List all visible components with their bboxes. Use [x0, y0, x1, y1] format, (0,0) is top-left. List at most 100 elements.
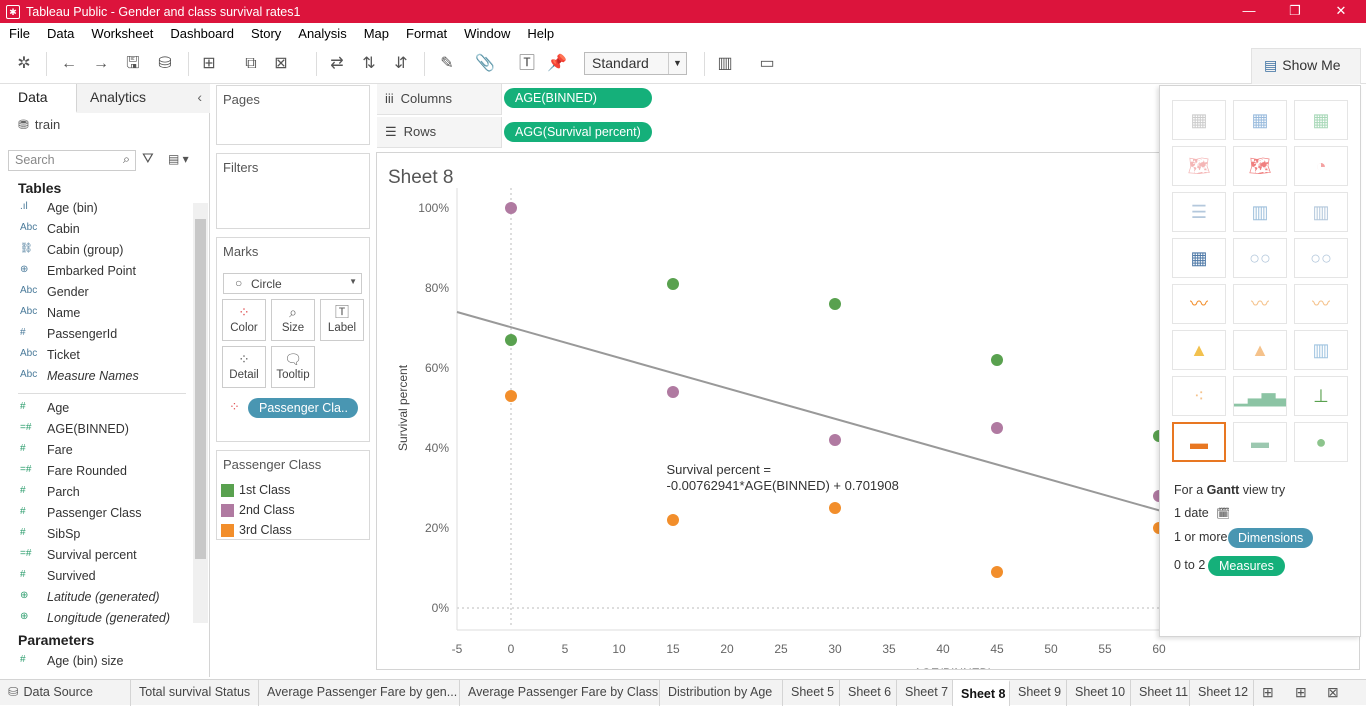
field-survival-percent[interactable]: =# Survival percent	[0, 548, 192, 569]
size-button[interactable]: ⌕ Size	[271, 299, 315, 341]
tab-average-fare-by-gender[interactable]: Average Passenger Fare by gen...	[259, 680, 460, 706]
show-me-button[interactable]: ▤ Show Me	[1251, 48, 1361, 85]
tab-sheet-12[interactable]: Sheet 12	[1190, 680, 1254, 706]
menu-map[interactable]: Map	[363, 26, 389, 41]
field-name[interactable]: Abc Name	[0, 306, 192, 327]
field-passenger-class[interactable]: # Passenger Class	[0, 506, 192, 527]
fit-select[interactable]: Standard ▼	[584, 52, 687, 75]
sort-descending-icon[interactable]: ⇵	[394, 55, 408, 72]
pages-card[interactable]: Pages	[216, 85, 370, 145]
field-age-binned[interactable]: =# AGE(BINNED)	[0, 422, 192, 443]
swap-icon[interactable]: ⇄	[330, 55, 344, 72]
field-gender[interactable]: Abc Gender	[0, 285, 192, 306]
field-fare[interactable]: # Fare	[0, 443, 192, 464]
show-me-box-and-whisker[interactable]: ⊥	[1294, 376, 1348, 416]
field-cabin-group[interactable]: ⛓ Cabin (group)	[0, 243, 192, 264]
show-me-symbol-map[interactable]: 🗺	[1172, 146, 1226, 186]
show-me-histogram[interactable]: ▁▃▅▃▁	[1233, 376, 1287, 416]
minimize-button[interactable]: —	[1242, 3, 1256, 18]
new-dashboard-tab-icon[interactable]: ⊞	[1295, 684, 1307, 700]
field-age[interactable]: # Age	[0, 401, 192, 422]
restore-button[interactable]: ❐	[1289, 3, 1301, 18]
collapse-icon[interactable]: ‹	[197, 89, 202, 105]
field-list-scrollbar[interactable]	[193, 203, 208, 623]
menu-dashboard[interactable]: Dashboard	[170, 26, 234, 41]
filter-icon[interactable]: ⛛	[142, 150, 154, 166]
show-me-bullet-graph[interactable]: ▬	[1233, 422, 1287, 462]
sort-ascending-icon[interactable]: ⇅	[362, 55, 376, 72]
show-me-dual-combination[interactable]: ▥	[1294, 330, 1348, 370]
field-age-bin[interactable]: .ıl Age (bin)	[0, 201, 192, 222]
show-me-area-discrete[interactable]: ▲	[1233, 330, 1287, 370]
clear-sheet-icon[interactable]: ⊠	[274, 55, 288, 72]
menu-worksheet[interactable]: Worksheet	[91, 26, 154, 41]
field-measure-names[interactable]: Abc Measure Names	[0, 369, 192, 390]
show-me-area-continuous[interactable]: ▲	[1172, 330, 1226, 370]
tab-distribution-by-age[interactable]: Distribution by Age	[660, 680, 783, 706]
show-me-horizontal-bars[interactable]: ☰	[1172, 192, 1226, 232]
pin-icon[interactable]: 📌	[547, 55, 567, 72]
rows-pill[interactable]: AGG(Survival percent)	[504, 122, 652, 142]
menu-format[interactable]: Format	[406, 26, 448, 41]
menu-window[interactable]: Window	[464, 26, 511, 41]
show-me-treemap[interactable]: ▦	[1172, 238, 1226, 278]
show-labels-icon[interactable]: 🅃	[518, 55, 535, 72]
save-icon[interactable]: 🖫	[126, 55, 140, 72]
show-me-pie-chart[interactable]: ◔	[1294, 146, 1348, 186]
tab-sheet-6[interactable]: Sheet 6	[840, 680, 897, 706]
field-fare-rounded[interactable]: =# Fare Rounded	[0, 464, 192, 485]
menu-data[interactable]: Data	[46, 26, 75, 41]
menu-file[interactable]: File	[9, 26, 30, 41]
field-latitude-generated[interactable]: ⊕ Latitude (generated)	[0, 590, 192, 611]
duplicate-sheet-icon[interactable]: ⧉	[245, 55, 257, 72]
show-me-heat-map[interactable]: ▦	[1233, 100, 1287, 140]
show-me-stacked-bars[interactable]: ▥	[1233, 192, 1287, 232]
field-longitude-generated[interactable]: ⊕ Longitude (generated)	[0, 611, 192, 632]
tooltip-button[interactable]: 🗨 Tooltip	[271, 346, 315, 388]
mark-type-select[interactable]: ○ Circle ▼	[223, 273, 362, 294]
close-button[interactable]: ✕	[1335, 3, 1347, 18]
color-button[interactable]: ⁘ Color	[222, 299, 266, 341]
tab-sheet-7[interactable]: Sheet 7	[897, 680, 953, 706]
show-cards-icon[interactable]: ▥	[717, 55, 733, 72]
show-me-lines-continuous[interactable]: 〰	[1172, 284, 1226, 324]
field-ticket[interactable]: Abc Ticket	[0, 348, 192, 369]
tab-average-fare-by-class[interactable]: Average Passenger Fare by Class	[460, 680, 660, 706]
tab-total-survival-status[interactable]: Total survival Status	[131, 680, 259, 706]
tab-sheet-5[interactable]: Sheet 5	[783, 680, 840, 706]
show-me-lines-discrete[interactable]: 〰	[1233, 284, 1287, 324]
data-source-item[interactable]: ⛃ train	[18, 117, 60, 133]
show-me-packed-bubbles[interactable]: ●	[1294, 422, 1348, 462]
tab-sheet-11[interactable]: Sheet 11	[1131, 680, 1190, 706]
show-me-gantt-chart[interactable]: ▬	[1172, 422, 1226, 462]
tableau-start-icon[interactable]: ✲	[17, 55, 31, 72]
new-story-tab-icon[interactable]: ⊠	[1327, 684, 1339, 700]
detail-button[interactable]: ⁘ Detail	[222, 346, 266, 388]
field-sibsp[interactable]: # SibSp	[0, 527, 192, 548]
view-options-icon[interactable]: ▤ ▾	[168, 152, 189, 166]
tab-sheet-9[interactable]: Sheet 9	[1010, 680, 1067, 706]
field-embarked-point[interactable]: ⊕ Embarked Point	[0, 264, 192, 285]
passenger-class-color-pill[interactable]: Passenger Cla..	[248, 398, 358, 418]
columns-pill[interactable]: AGE(BINNED)	[504, 88, 652, 108]
tab-analytics[interactable]: Analytics ‹	[77, 84, 210, 113]
field-survived[interactable]: # Survived	[0, 569, 192, 590]
show-me-side-by-side-bars[interactable]: ▥	[1294, 192, 1348, 232]
label-button[interactable]: 🅃 Label	[320, 299, 364, 341]
undo-icon[interactable]: ←	[61, 55, 77, 72]
show-me-circle-views[interactable]: ○○	[1233, 238, 1287, 278]
new-worksheet-icon[interactable]: ⊞	[202, 55, 216, 72]
tab-data[interactable]: Data	[0, 84, 77, 113]
filters-card[interactable]: Filters	[216, 153, 370, 229]
field-passengerid[interactable]: # PassengerId	[0, 327, 192, 348]
tab-data-source[interactable]: ⛁ Data Source	[0, 680, 131, 706]
redo-icon[interactable]: →	[93, 55, 109, 72]
tab-sheet-10[interactable]: Sheet 10	[1067, 680, 1131, 706]
presentation-mode-icon[interactable]: ▭	[759, 55, 775, 72]
show-me-text-table[interactable]: ▦	[1172, 100, 1226, 140]
menu-story[interactable]: Story	[250, 26, 282, 41]
new-worksheet-tab-icon[interactable]: ⊞	[1262, 684, 1274, 700]
menu-help[interactable]: Help	[527, 26, 555, 41]
tab-sheet-8[interactable]: Sheet 8	[953, 680, 1010, 706]
highlight-icon[interactable]: ✎	[440, 55, 454, 72]
